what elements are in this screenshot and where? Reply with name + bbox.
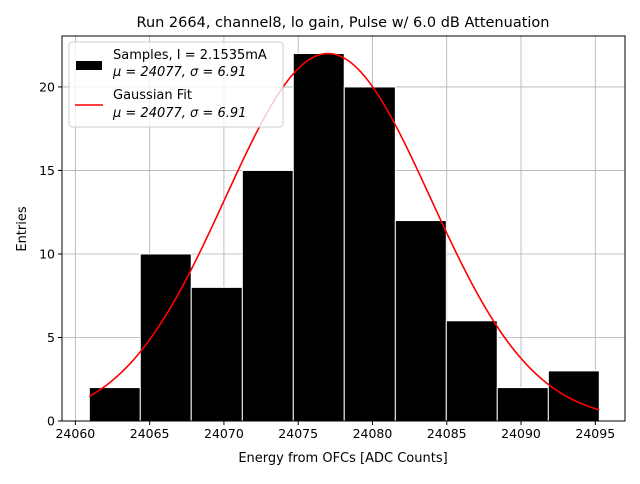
x-tick-label: 24095	[575, 426, 615, 441]
y-tick-label: 20	[39, 79, 55, 94]
x-axis-label: Energy from OFCs [ADC Counts]	[238, 451, 447, 466]
histogram-bar	[394, 220, 447, 422]
x-tick-label: 24065	[130, 426, 170, 441]
legend: Samples, I = 2.1535mA μ = 24077, σ = 6.9…	[68, 41, 284, 128]
x-tick-label: 24060	[55, 426, 95, 441]
chart-title: Run 2664, channel8, lo gain, Pulse w/ 6.…	[137, 15, 550, 31]
plot-frame	[61, 35, 626, 422]
y-tick-label: 0	[47, 414, 55, 429]
histogram-bar	[292, 53, 345, 422]
histogram-bar	[190, 286, 243, 422]
y-axis-label: Entries	[15, 206, 30, 252]
gaussian-fit-line	[88, 52, 600, 411]
histogram-bar	[241, 169, 294, 422]
legend-samples-swatch	[76, 61, 102, 70]
x-tick-label: 24070	[204, 426, 244, 441]
x-tick-label: 24075	[278, 426, 318, 441]
x-tick-label: 24080	[353, 426, 393, 441]
histogram-bar	[343, 86, 396, 422]
legend-fit-label: Gaussian Fit	[113, 88, 192, 103]
y-tick-label: 5	[47, 330, 55, 345]
legend-box	[68, 41, 284, 128]
histogram-bar	[139, 253, 192, 422]
histogram-bar	[445, 320, 498, 422]
x-tick-label: 24090	[501, 426, 541, 441]
ticks: 24060 24065 24070 24075 24080 24085 24090 24095…	[39, 79, 615, 441]
x-tick-label: 24085	[427, 426, 467, 441]
legend-samples-stats: μ = 24077, σ = 6.91	[112, 65, 246, 80]
y-tick-label: 10	[39, 246, 55, 261]
bars	[88, 53, 600, 422]
y-tick-label: 15	[39, 163, 55, 178]
legend-fit-stats: μ = 24077, σ = 6.91	[112, 106, 246, 121]
histogram-bar	[496, 387, 549, 422]
histogram-bar	[547, 370, 600, 422]
legend-samples-label: Samples, I = 2.1535mA	[113, 48, 267, 63]
